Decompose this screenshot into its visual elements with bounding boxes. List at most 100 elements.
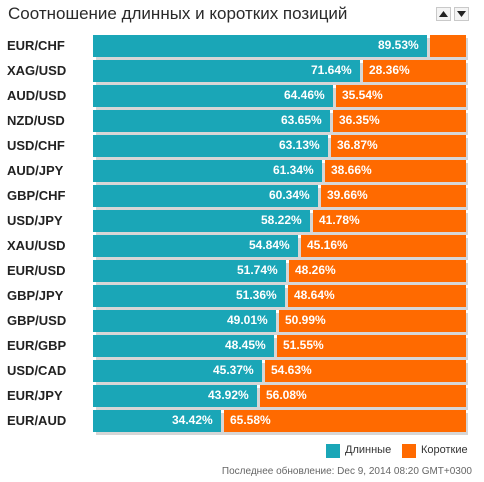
- chart-row: AUD/USD 64.46% 35.54%: [0, 85, 484, 110]
- long-value-label: 71.64%: [311, 63, 352, 77]
- long-value-label: 49.01%: [227, 313, 268, 327]
- bar-long[interactable]: [93, 410, 221, 432]
- short-value-label: 36.35%: [339, 113, 380, 127]
- chart-row: USD/CAD 45.37% 54.63%: [0, 360, 484, 385]
- bar-short[interactable]: [333, 110, 466, 132]
- chart-row: GBP/USD 49.01% 50.99%: [0, 310, 484, 335]
- bar-long[interactable]: [93, 335, 274, 357]
- short-value-label: 50.99%: [285, 313, 326, 327]
- bar-short[interactable]: [363, 60, 466, 82]
- long-value-label: 48.45%: [225, 338, 266, 352]
- category-label: XAG/USD: [7, 63, 67, 78]
- chart-row: EUR/USD 51.74% 48.26%: [0, 260, 484, 285]
- bar-short[interactable]: [325, 160, 466, 182]
- chart-row: XAG/USD 71.64% 28.36%: [0, 60, 484, 85]
- category-label: USD/CHF: [7, 138, 65, 153]
- bar-long[interactable]: [93, 360, 262, 382]
- long-value-label: 61.34%: [273, 163, 314, 177]
- category-label: GBP/USD: [7, 313, 67, 328]
- long-value-label: 34.42%: [172, 413, 213, 427]
- short-value-label: 65.58%: [230, 413, 271, 427]
- chart-row: AUD/JPY 61.34% 38.66%: [0, 160, 484, 185]
- category-label: EUR/CHF: [7, 38, 65, 53]
- legend-swatch-short: [402, 444, 416, 458]
- legend-label-long: Длинные: [345, 444, 392, 456]
- long-value-label: 60.34%: [269, 188, 310, 202]
- bar-short[interactable]: [321, 185, 466, 207]
- bar-long[interactable]: [93, 160, 322, 182]
- short-value-label: 48.26%: [295, 263, 336, 277]
- category-label: EUR/GBP: [7, 338, 67, 353]
- bar-short[interactable]: [288, 285, 466, 307]
- long-value-label: 43.92%: [208, 388, 249, 402]
- bar-long[interactable]: [93, 310, 276, 332]
- bar-long[interactable]: [93, 210, 310, 232]
- chart-row: USD/JPY 58.22% 41.78%: [0, 210, 484, 235]
- bar-long[interactable]: [93, 185, 318, 207]
- bar-long[interactable]: [93, 135, 328, 157]
- long-value-label: 64.46%: [284, 88, 325, 102]
- short-value-label: 45.16%: [307, 238, 348, 252]
- legend-swatch-long: [326, 444, 340, 458]
- category-label: EUR/AUD: [7, 413, 67, 428]
- bar-short[interactable]: [331, 135, 466, 157]
- category-label: XAU/USD: [7, 238, 66, 253]
- long-value-label: 54.84%: [249, 238, 290, 252]
- long-value-label: 51.74%: [237, 263, 278, 277]
- long-value-label: 89.53%: [378, 38, 419, 52]
- last-updated: Последнее обновление: Dec 9, 2014 08:20 …: [221, 466, 472, 477]
- short-value-label: 35.54%: [342, 88, 383, 102]
- chart-row: XAU/USD 54.84% 45.16%: [0, 235, 484, 260]
- short-value-label: 41.78%: [319, 213, 360, 227]
- bar-short[interactable]: [313, 210, 466, 232]
- short-value-label: 39.66%: [327, 188, 368, 202]
- long-value-label: 63.13%: [279, 138, 320, 152]
- long-value-label: 63.65%: [281, 113, 322, 127]
- category-label: USD/CAD: [7, 363, 67, 378]
- chart-row: EUR/JPY 43.92% 56.08%: [0, 385, 484, 410]
- short-value-label: 36.87%: [337, 138, 378, 152]
- short-value-label: 56.08%: [266, 388, 307, 402]
- chart-row: EUR/AUD 34.42% 65.58%: [0, 410, 484, 435]
- bar-long[interactable]: [93, 60, 360, 82]
- bar-short[interactable]: [289, 260, 466, 282]
- category-label: EUR/USD: [7, 263, 66, 278]
- category-label: EUR/JPY: [7, 388, 63, 403]
- bar-short[interactable]: [265, 360, 466, 382]
- bar-long[interactable]: [93, 285, 285, 307]
- bar-short[interactable]: [279, 310, 466, 332]
- chart-row: NZD/USD 63.65% 36.35%: [0, 110, 484, 135]
- chart-row: GBP/CHF 60.34% 39.66%: [0, 185, 484, 210]
- long-value-label: 45.37%: [213, 363, 254, 377]
- bar-long[interactable]: [93, 35, 427, 57]
- chart-row: EUR/GBP 48.45% 51.55%: [0, 335, 484, 360]
- category-label: AUD/USD: [7, 88, 67, 103]
- bar-long[interactable]: [93, 235, 298, 257]
- bar-long[interactable]: [93, 110, 330, 132]
- chart-title: Соотношение длинных и коротких позиций: [8, 4, 348, 23]
- short-value-label: 28.36%: [369, 63, 410, 77]
- bar-long[interactable]: [93, 385, 257, 407]
- category-label: USD/JPY: [7, 213, 63, 228]
- bar-short[interactable]: [224, 410, 466, 432]
- category-label: NZD/USD: [7, 113, 65, 128]
- bar-short[interactable]: [277, 335, 466, 357]
- legend-label-short: Короткие: [421, 444, 468, 456]
- bar-short[interactable]: [430, 35, 466, 57]
- chart-row: USD/CHF 63.13% 36.87%: [0, 135, 484, 160]
- bar-short[interactable]: [260, 385, 466, 407]
- category-label: GBP/CHF: [7, 188, 66, 203]
- long-value-label: 58.22%: [261, 213, 302, 227]
- bar-long[interactable]: [93, 85, 333, 107]
- short-value-label: 38.66%: [331, 163, 372, 177]
- bar-long[interactable]: [93, 260, 286, 282]
- long-value-label: 51.36%: [236, 288, 277, 302]
- chart-row: EUR/CHF 89.53%: [0, 35, 484, 60]
- chart-row: GBP/JPY 51.36% 48.64%: [0, 285, 484, 310]
- arrow-down-icon[interactable]: [454, 7, 469, 21]
- category-label: GBP/JPY: [7, 288, 64, 303]
- bar-short[interactable]: [336, 85, 466, 107]
- bar-short[interactable]: [301, 235, 466, 257]
- arrow-up-icon[interactable]: [436, 7, 451, 21]
